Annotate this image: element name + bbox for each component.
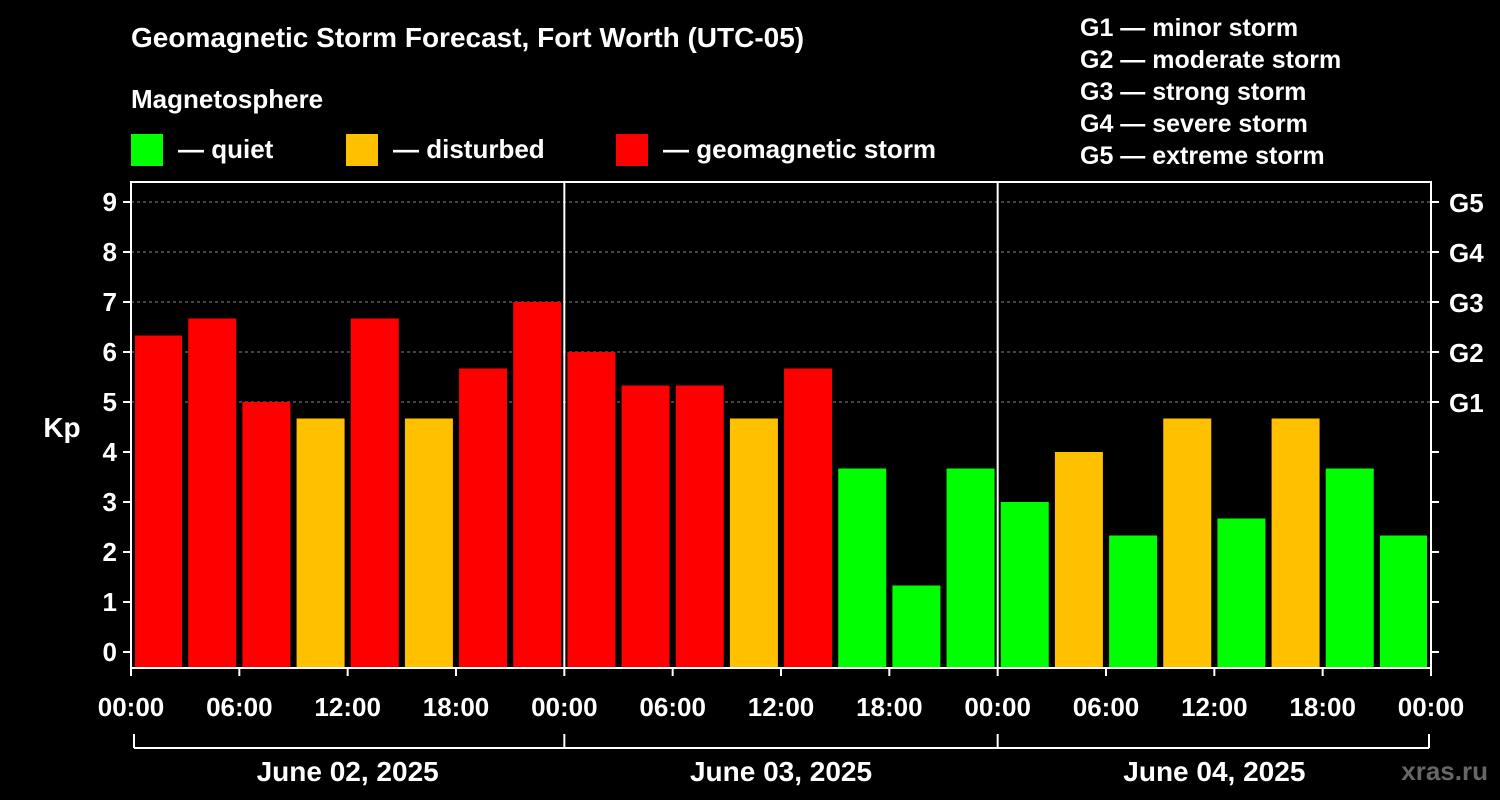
watermark: xras.ru (1401, 756, 1488, 786)
legend-label-quiet: — quiet (178, 134, 274, 164)
bar-5 (350, 318, 399, 668)
day-label-1: June 03, 2025 (690, 756, 872, 787)
day-label-2: June 04, 2025 (1123, 756, 1305, 787)
ytick-label-1: 1 (103, 587, 117, 617)
legend-swatch-storm (616, 134, 648, 166)
bar-11 (675, 385, 724, 668)
xtick-label-0: 00:00 (98, 692, 165, 722)
right-tick-label-G5: G5 (1449, 188, 1484, 218)
ytick-label-4: 4 (103, 437, 118, 467)
ytick-label-5: 5 (103, 387, 117, 417)
bar-3 (242, 402, 291, 668)
legend-title: Magnetosphere (131, 84, 324, 114)
xtick-label-5: 06:00 (639, 692, 706, 722)
right-tick-label-G3: G3 (1449, 288, 1484, 318)
ytick-label-0: 0 (103, 637, 117, 667)
bar-15 (892, 585, 941, 668)
bar-18 (1054, 452, 1103, 668)
right-tick-label-G2: G2 (1449, 338, 1484, 368)
storm-level-g1: G1 — minor storm (1080, 14, 1299, 42)
bar-24 (1379, 535, 1427, 668)
chart-title: Geomagnetic Storm Forecast, Fort Worth (… (131, 22, 805, 53)
bar-22 (1271, 418, 1320, 668)
day-label-0: June 02, 2025 (257, 756, 439, 787)
right-tick-label-G4: G4 (1449, 238, 1484, 268)
bar-12 (729, 418, 778, 668)
bar-10 (621, 385, 670, 668)
xtick-label-12: 00:00 (1398, 692, 1465, 722)
bar-1 (135, 335, 183, 668)
bar-8 (513, 302, 562, 668)
bar-23 (1325, 468, 1374, 668)
ytick-label-9: 9 (103, 187, 117, 217)
bar-2 (188, 318, 237, 668)
xtick-label-4: 00:00 (531, 692, 598, 722)
xtick-label-10: 12:00 (1181, 692, 1248, 722)
storm-level-g5: G5 — extreme storm (1080, 142, 1325, 170)
storm-level-g2: G2 — moderate storm (1080, 46, 1342, 74)
storm-level-g3: G3 — strong storm (1080, 78, 1307, 106)
bar-6 (404, 418, 453, 668)
axes-layer: 0 1 2 3 4 5 6 7 8 9 G1 G2 G3 G4 G5 Kp 00:00 06:00 12:00 18:… (43, 181, 1484, 787)
legend-label-storm: — geomagnetic storm (663, 134, 937, 164)
xtick-label-2: 12:00 (314, 692, 381, 722)
ytick-label-2: 2 (103, 537, 117, 567)
xtick-label-1: 06:00 (206, 692, 273, 722)
storm-level-g4: G4 — severe storm (1080, 110, 1308, 138)
bar-16 (946, 468, 995, 668)
legend-swatch-disturbed (346, 134, 378, 166)
xtick-label-11: 18:00 (1289, 692, 1356, 722)
bar-13 (784, 368, 833, 668)
bar-17 (1000, 502, 1049, 668)
grid-layer (131, 201, 1431, 403)
bars-layer (135, 302, 1427, 668)
ytick-label-7: 7 (103, 287, 117, 317)
y-axis-label: Kp (43, 412, 80, 443)
legend-swatch-quiet (131, 134, 163, 166)
xtick-label-8: 00:00 (964, 692, 1031, 722)
bar-14 (838, 468, 887, 668)
xtick-label-7: 18:00 (856, 692, 923, 722)
legend-label-disturbed: — disturbed (393, 134, 545, 164)
xtick-label-3: 18:00 (423, 692, 490, 722)
bar-21 (1217, 518, 1266, 668)
xtick-label-6: 12:00 (748, 692, 815, 722)
ytick-label-6: 6 (103, 337, 117, 367)
xtick-label-9: 06:00 (1073, 692, 1140, 722)
ytick-label-3: 3 (103, 487, 117, 517)
bar-4 (296, 418, 345, 668)
bar-7 (459, 368, 508, 668)
bar-9 (567, 352, 616, 668)
bar-19 (1109, 535, 1158, 668)
right-tick-label-G1: G1 (1449, 388, 1484, 418)
ytick-label-8: 8 (103, 237, 117, 267)
bar-20 (1163, 418, 1212, 668)
